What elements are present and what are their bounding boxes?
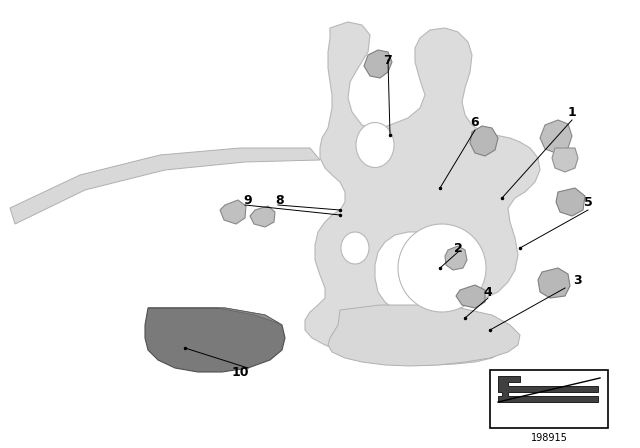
Polygon shape — [148, 308, 282, 325]
Polygon shape — [145, 308, 285, 372]
Polygon shape — [364, 50, 392, 78]
Text: 10: 10 — [231, 366, 249, 379]
Ellipse shape — [398, 224, 486, 312]
Polygon shape — [220, 200, 246, 224]
Text: 2: 2 — [454, 241, 462, 254]
Ellipse shape — [341, 232, 369, 264]
Polygon shape — [556, 188, 585, 216]
Text: 1: 1 — [568, 105, 577, 119]
Ellipse shape — [356, 122, 394, 168]
Polygon shape — [470, 126, 498, 156]
Polygon shape — [445, 246, 467, 270]
Text: 5: 5 — [584, 195, 593, 208]
Text: 9: 9 — [244, 194, 252, 207]
Polygon shape — [552, 148, 578, 172]
Text: 198915: 198915 — [531, 433, 568, 443]
Text: 8: 8 — [276, 194, 284, 207]
Text: 7: 7 — [383, 53, 392, 66]
Polygon shape — [538, 268, 570, 298]
Text: 3: 3 — [573, 273, 582, 287]
Polygon shape — [328, 305, 520, 366]
Bar — [490, 370, 608, 428]
Text: 6: 6 — [470, 116, 479, 129]
Text: 4: 4 — [484, 285, 492, 298]
Polygon shape — [456, 285, 485, 308]
Polygon shape — [498, 376, 598, 402]
Polygon shape — [540, 120, 572, 153]
Polygon shape — [305, 22, 540, 365]
Polygon shape — [10, 148, 320, 224]
Polygon shape — [250, 206, 275, 227]
